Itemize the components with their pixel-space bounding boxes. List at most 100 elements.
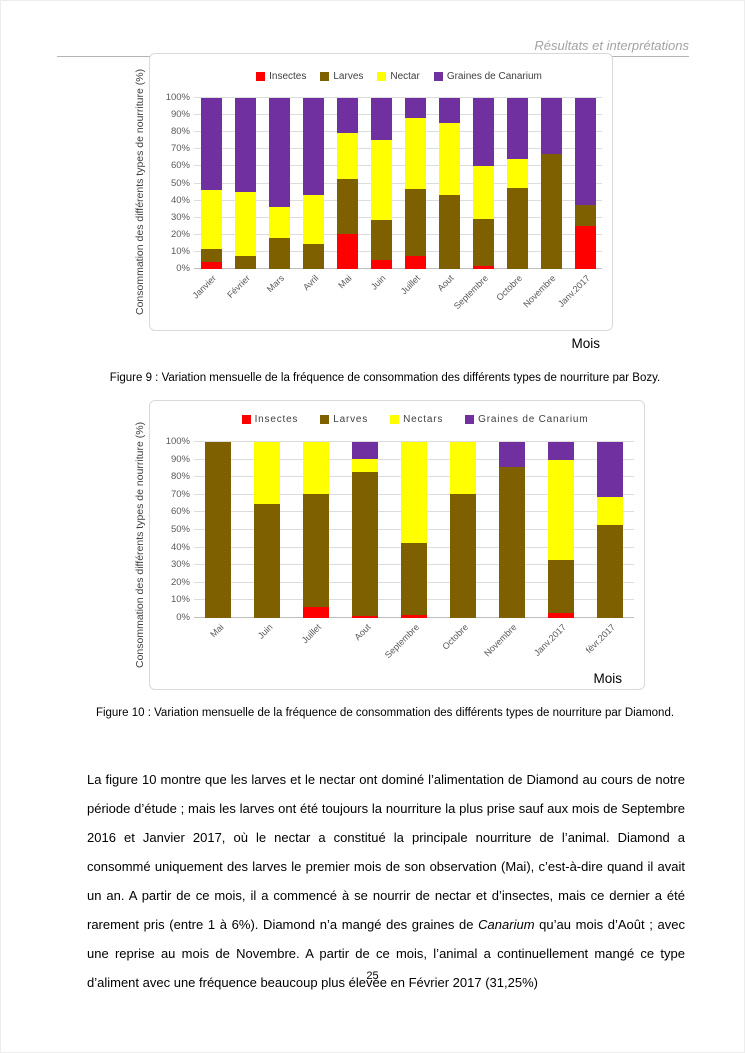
bars-row bbox=[194, 98, 602, 269]
paragraph-part2: qu’au mois d’Août ; avec une reprise au … bbox=[87, 917, 685, 990]
bar-slot bbox=[534, 98, 568, 269]
y-tick-label: 40% bbox=[170, 541, 190, 553]
gridline bbox=[194, 199, 602, 201]
bar-segment-larves bbox=[438, 194, 460, 269]
bar-segment-larves bbox=[472, 218, 494, 266]
legend-label: Nectar bbox=[390, 70, 420, 82]
y-tick-label: 90% bbox=[170, 453, 190, 465]
x-axis-label: Juillet bbox=[299, 622, 324, 646]
gridline bbox=[194, 148, 602, 150]
y-axis-title: Consommation des différents types de nou… bbox=[134, 421, 146, 669]
bar-segment-graines-de-canarium bbox=[234, 98, 256, 193]
y-tick-label: 30% bbox=[170, 211, 190, 223]
bar-segment-insectes bbox=[352, 616, 379, 618]
y-tick-label: 30% bbox=[170, 559, 190, 571]
x-label-slot: Janv.2017 bbox=[556, 269, 602, 327]
bar-segment-graines-de-canarium bbox=[547, 442, 574, 460]
legend-item-insectes: Insectes bbox=[256, 71, 306, 82]
x-axis-label: Juin bbox=[369, 273, 389, 292]
legend-swatch-icon bbox=[377, 71, 387, 81]
bar-segment-graines-de-canarium bbox=[352, 442, 379, 459]
stacked-bar-juin bbox=[254, 442, 281, 618]
bar-segment-larves bbox=[268, 238, 290, 269]
y-tick-label: 10% bbox=[170, 245, 190, 257]
bar-slot bbox=[194, 442, 243, 618]
bar-segment-insectes bbox=[370, 260, 392, 269]
legend-item-larves: Larves bbox=[320, 71, 363, 82]
stacked-bar-septembre bbox=[472, 98, 494, 269]
y-tick-label: 70% bbox=[170, 143, 190, 155]
legend-item-graines-de-canarium: Graines de Canarium bbox=[465, 414, 588, 425]
y-tick-label: 40% bbox=[170, 194, 190, 206]
bar-segment-graines-de-canarium bbox=[404, 98, 426, 118]
stacked-bar-mai bbox=[205, 442, 232, 618]
y-tick-label: 50% bbox=[170, 524, 190, 535]
y-tick-label: 80% bbox=[170, 471, 190, 483]
x-label-slot: Février bbox=[225, 269, 262, 327]
stacked-bar-janvier bbox=[200, 98, 222, 269]
figure10-caption: Figure 10 : Variation mensuelle de la fr… bbox=[95, 707, 675, 719]
bar-segment-larves bbox=[401, 543, 427, 616]
bar-segment-insectes bbox=[547, 612, 574, 618]
bar-slot bbox=[432, 98, 466, 269]
bar-segment-insectes bbox=[303, 607, 330, 618]
legend-item-nectars: Nectars bbox=[390, 414, 443, 425]
chart-plot: 0% 10% 20% 30% 40% 50% 60% 70% 80% 90% 100% bbox=[166, 437, 634, 623]
legend-swatch-icon bbox=[241, 414, 251, 424]
stacked-bar-mai bbox=[336, 98, 358, 269]
bar-slot bbox=[292, 442, 341, 618]
x-axis-label: Février bbox=[225, 273, 253, 300]
bar-segment-nectar bbox=[472, 166, 494, 219]
x-axis-label: Janv.2017 bbox=[531, 622, 568, 658]
x-axis-title: Mois bbox=[593, 671, 622, 686]
x-label-slot: Octobre bbox=[438, 618, 487, 684]
bar-segment-graines-de-canarium bbox=[302, 98, 324, 196]
figure10-chart: Consommation des différents types de nou… bbox=[131, 400, 645, 690]
legend-swatch-icon bbox=[320, 414, 330, 424]
bar-segment-nectar bbox=[200, 190, 222, 249]
bar-slot bbox=[585, 442, 634, 618]
bars-row bbox=[194, 442, 634, 618]
bar-segment-larves bbox=[449, 493, 476, 618]
x-label-slot: Novembre bbox=[482, 618, 536, 684]
bar-segment-larves bbox=[596, 524, 623, 618]
x-axis-label: Mai bbox=[336, 273, 355, 291]
bar-segment-graines-de-canarium bbox=[506, 98, 528, 159]
stacked-bar-janv-2017 bbox=[547, 442, 574, 618]
y-tick-label: 0% bbox=[176, 263, 190, 274]
legend-item-nectar: Nectar bbox=[377, 70, 420, 82]
bar-segment-nectars bbox=[254, 442, 281, 504]
legend-swatch-icon bbox=[320, 71, 330, 81]
stacked-bar-avril bbox=[302, 98, 324, 269]
bar-segment-larves bbox=[254, 503, 281, 618]
chart-xlabels: Janvier Février Mars Avril Mai Juin Juillet Aou… bbox=[190, 269, 602, 327]
bar-segment-larves bbox=[547, 559, 574, 613]
legend-swatch-icon bbox=[390, 414, 400, 424]
y-tick-label: 90% bbox=[170, 109, 190, 121]
y-tick-label: 10% bbox=[170, 594, 190, 606]
bar-slot bbox=[500, 98, 534, 269]
legend-label: Insectes bbox=[254, 413, 299, 425]
x-label-slot: Mai bbox=[194, 618, 243, 684]
bar-segment-graines-de-canarium bbox=[540, 98, 562, 155]
bar-segment-nectars bbox=[352, 458, 379, 472]
bar-segment-insectes bbox=[200, 262, 222, 269]
x-axis-title: Mois bbox=[571, 336, 600, 351]
legend-item-graines-de-canarium: Graines de Canarium bbox=[433, 71, 542, 82]
bar-segment-graines-de-canarium bbox=[370, 98, 392, 140]
bar-segment-larves bbox=[574, 204, 596, 227]
chart-area-bozy: Insectes Larves Nectar Graines de Canarium … bbox=[149, 53, 613, 331]
bar-segment-nectar bbox=[438, 122, 460, 195]
page-number: 25 bbox=[366, 970, 379, 982]
chart-area-diamond: Insectes Larves Nectars Graines de Canarium… bbox=[149, 400, 645, 690]
bar-slot bbox=[398, 98, 432, 269]
bar-segment-larves bbox=[200, 248, 222, 263]
x-label-slot: Janvier bbox=[190, 269, 228, 327]
y-tick-label: 70% bbox=[170, 488, 190, 500]
x-axis-label: Avril bbox=[300, 273, 321, 293]
bar-segment-insectes bbox=[401, 615, 427, 618]
y-tick-label: 60% bbox=[170, 506, 190, 518]
gridline bbox=[194, 441, 634, 442]
bar-segment-nectar bbox=[302, 195, 324, 245]
y-tick-label: 100% bbox=[165, 92, 190, 103]
